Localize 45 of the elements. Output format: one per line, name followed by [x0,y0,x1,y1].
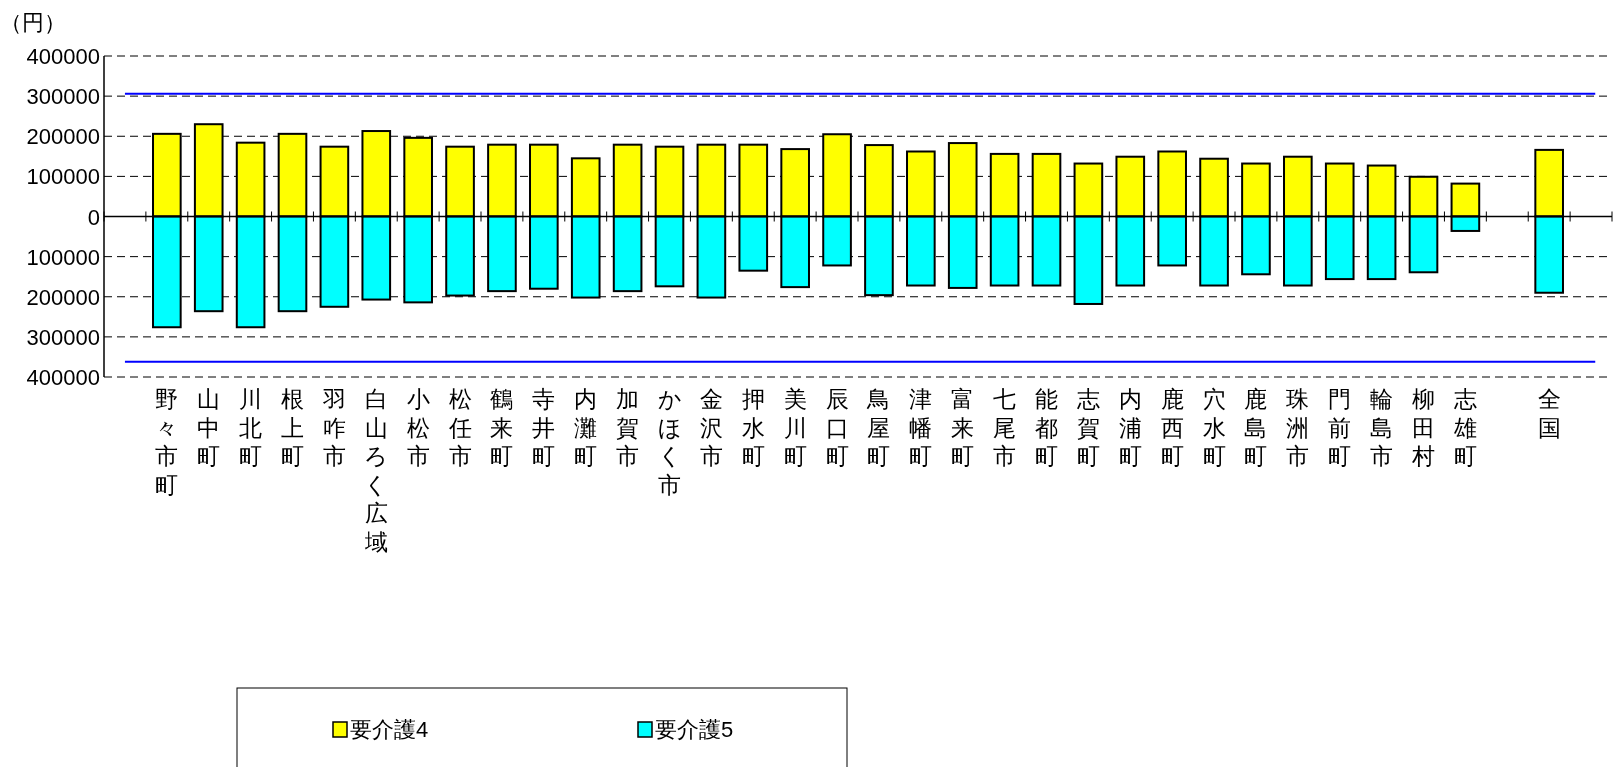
x-tick-label: 能都町 [1035,386,1058,469]
y-tick-label: 100000 [26,244,100,270]
x-tick-label: 津幡町 [909,386,933,469]
x-tick-label: かほく市 [657,386,682,498]
x-tick-label: 押水町 [741,386,765,469]
x-tick-label: 寺井町 [532,386,556,469]
x-tick-label: 鹿西町 [1160,386,1184,469]
x-tick-label: 珠洲市 [1286,386,1310,469]
x-tick-label: 穴水町 [1202,386,1226,469]
x-tick-label: 美川町 [783,386,807,469]
x-tick-label: 輪島市 [1370,386,1394,469]
x-tick-label: 加賀市 [616,386,640,469]
x-tick-label: 根上町 [281,386,304,469]
x-tick-label: 全国 [1537,386,1561,441]
x-tick-label: 志雄町 [1452,386,1477,469]
x-tick-label: 柳田村 [1411,386,1435,469]
x-tick-label: 松任市 [447,386,472,469]
y-tick-label: 100000 [26,164,100,190]
y-tick-label: 400000 [26,44,100,69]
y-tick-label: 0 [87,204,100,230]
x-tick-label: 野々市町 [155,386,179,498]
y-tick-label: 400000 [26,365,100,390]
x-tick-label: 金沢市 [699,386,723,469]
x-tick-label: 鳥屋町 [866,386,891,469]
x-tick-label: 川北町 [239,386,263,469]
x-tick-label: 辰口町 [825,386,849,469]
legend-label: 要介護5 [655,717,734,742]
x-tick-label: 志賀町 [1076,386,1100,469]
x-tick-label: 山中町 [197,386,221,469]
x-tick-label: 七尾市 [993,386,1017,469]
x-tick-label: 白山ろく広域 [363,386,389,555]
x-tick-label: 内浦町 [1118,386,1142,469]
x-tick-label: 鶴来町 [490,386,514,469]
x-tick-label: 小松市 [406,386,430,469]
y-axis-title: （円） [0,10,66,35]
legend-label: 要介護4 [350,717,429,742]
x-tick-label: 門前町 [1328,386,1352,469]
y-tick-label: 300000 [26,324,100,350]
y-tick-label: 300000 [26,84,100,110]
y-tick-label: 200000 [26,124,100,150]
x-tick-label: 鹿島町 [1244,386,1268,469]
x-tick-label: 羽咋市 [321,386,346,469]
x-tick-label: 富来町 [951,386,975,469]
x-tick-label: 内灘町 [574,386,598,469]
y-tick-label: 200000 [26,284,100,310]
